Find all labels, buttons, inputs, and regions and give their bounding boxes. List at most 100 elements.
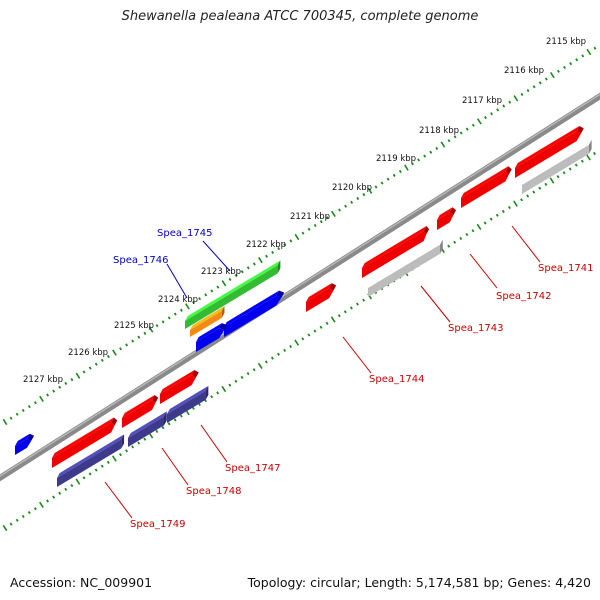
gene-spea-1742-cds[interactable]: [368, 239, 443, 297]
minor-tick: [21, 408, 25, 413]
gene-side-face: [219, 323, 228, 331]
leader-line-spea-1741: [511, 225, 541, 263]
minor-tick: [465, 232, 469, 237]
gene-label-spea-1741[interactable]: Spea_1741: [538, 263, 593, 274]
gene-spea-1748-red-arrow[interactable]: [122, 394, 159, 428]
major-tick: [513, 200, 518, 207]
gene-label-spea-1742[interactable]: Spea_1742: [496, 291, 551, 302]
minor-tick: [471, 229, 475, 233]
minor-tick: [191, 406, 195, 410]
gene-body: [57, 439, 122, 487]
minor-tick: [33, 507, 37, 511]
gene-label-spea-1745[interactable]: Spea_1745: [157, 228, 212, 239]
minor-tick: [155, 429, 159, 434]
minor-tick: [210, 289, 214, 293]
minor-tick: [52, 495, 56, 499]
major-tick: [75, 372, 81, 379]
minor-tick: [234, 273, 238, 278]
gene-top-face: [224, 290, 280, 327]
gene-spea-1747-arrow[interactable]: [160, 369, 199, 404]
minor-tick: [392, 173, 396, 177]
minor-tick: [417, 158, 421, 162]
minor-tick: [264, 360, 268, 364]
gene-spea-1742-arrow[interactable]: [461, 166, 512, 208]
gene-side-face: [449, 207, 457, 216]
minor-tick: [277, 352, 280, 356]
minor-tick: [526, 194, 530, 198]
minor-tick: [271, 250, 275, 255]
gene-label-spea-1744[interactable]: Spea_1744: [369, 374, 424, 385]
lower-ruler-ticks: [2, 151, 596, 532]
minor-tick: [386, 177, 390, 181]
gene-spea-1741-cds[interactable]: [522, 139, 592, 194]
major-tick: [330, 316, 336, 323]
minor-tick: [210, 395, 214, 399]
minor-tick: [307, 333, 311, 337]
major-tick: [331, 210, 336, 218]
gene-side-face: [27, 433, 35, 441]
gene-spea-1743b-arrow[interactable]: [362, 225, 430, 278]
gene-spea-1749-red-arrow[interactable]: [52, 417, 118, 468]
minor-tick: [574, 163, 578, 167]
gene-spea-1743-arrow[interactable]: [437, 207, 457, 230]
minor-tick: [362, 193, 366, 197]
gene-spea-1746-arrow[interactable]: [196, 323, 228, 352]
minor-tick: [173, 418, 177, 422]
gene-label-spea-1748[interactable]: Spea_1748: [186, 486, 241, 497]
minor-tick: [495, 213, 499, 217]
minor-tick: [501, 209, 505, 213]
gene-spea-1744-arrow[interactable]: [306, 283, 337, 312]
minor-tick: [70, 378, 74, 382]
minor-tick: [520, 198, 524, 202]
gene-label-spea-1743[interactable]: Spea_1743: [448, 323, 503, 334]
gene-body: [368, 244, 441, 297]
gene-label-spea-1746[interactable]: Spea_1746: [113, 255, 168, 266]
gene-spea-1749-cds[interactable]: [57, 434, 125, 487]
gene-side-face: [205, 385, 209, 400]
minor-tick: [82, 370, 86, 374]
gene-spea-1745-green[interactable]: [185, 260, 281, 329]
major-tick: [477, 118, 482, 125]
minor-tick: [252, 262, 256, 266]
minor-tick: [532, 190, 536, 194]
major-tick: [75, 478, 81, 485]
gene-body: [128, 416, 165, 447]
gene-side-face: [277, 260, 281, 274]
leader-line-spea-1743: [420, 285, 451, 323]
minor-tick: [459, 236, 463, 241]
map-title: Shewanella pealeana ATCC 700345, complet…: [121, 9, 479, 24]
minor-tick: [240, 375, 244, 380]
minor-tick: [131, 339, 135, 343]
minor-tick: [283, 348, 287, 352]
minor-tick: [161, 320, 165, 324]
minor-tick: [538, 186, 542, 190]
gene-body: [306, 288, 334, 312]
minor-tick: [167, 422, 171, 426]
minor-tick: [27, 510, 31, 515]
gene-edge-fragment-arrow[interactable]: [15, 433, 35, 455]
genome-backbone: [0, 92, 600, 482]
gene-side-face: [221, 305, 225, 318]
gene-spea-1746-orange[interactable]: [190, 305, 225, 337]
minor-tick: [21, 514, 25, 518]
major-tick: [2, 524, 8, 532]
minor-tick: [423, 154, 427, 158]
gene-spea-1747-cds[interactable]: [167, 385, 209, 423]
minor-tick: [453, 240, 457, 244]
minor-tick: [489, 217, 493, 221]
gene-spea-1741-arrow[interactable]: [515, 125, 584, 178]
minor-tick: [593, 46, 597, 50]
minor-tick: [556, 175, 560, 179]
minor-tick: [64, 381, 68, 386]
minor-tick: [137, 441, 141, 445]
minor-tick: [179, 308, 183, 312]
minor-tick: [228, 383, 232, 387]
minor-tick: [581, 54, 585, 58]
gene-spea-1745-arrow[interactable]: [224, 290, 285, 337]
gene-spea-1748-cds[interactable]: [128, 411, 167, 447]
minor-tick: [465, 127, 469, 131]
gene-label-spea-1749[interactable]: Spea_1749: [130, 519, 185, 530]
gene-top-face: [122, 394, 155, 418]
gene-label-spea-1747[interactable]: Spea_1747: [225, 463, 280, 474]
minor-tick: [313, 329, 317, 333]
